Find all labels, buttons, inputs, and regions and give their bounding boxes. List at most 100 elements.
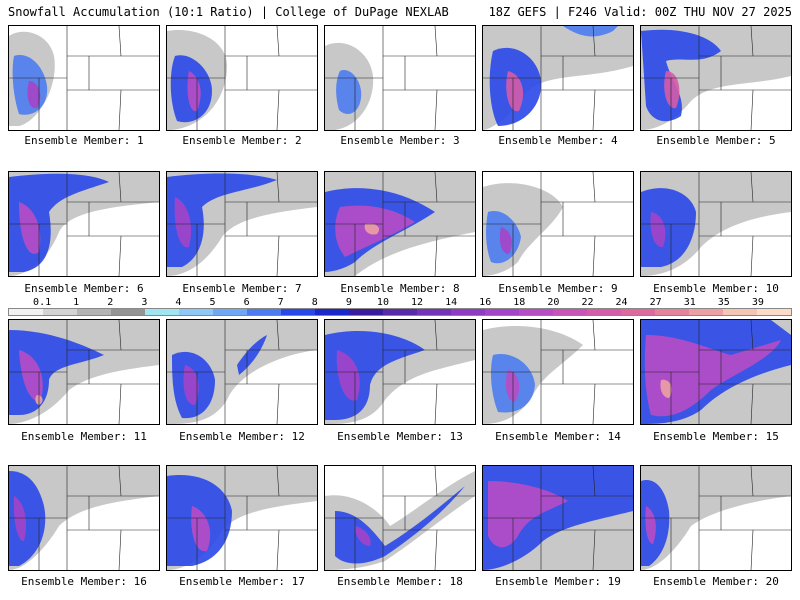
state-border bbox=[750, 235, 754, 276]
snowfall-map-svg bbox=[483, 26, 633, 130]
snowfall-shading bbox=[191, 506, 211, 552]
snowfall-shading bbox=[641, 188, 696, 267]
state-border bbox=[276, 529, 280, 570]
state-border bbox=[118, 383, 122, 424]
ensemble-member-label: Ensemble Member: 19 bbox=[495, 575, 621, 588]
ensemble-member-label: Ensemble Member: 5 bbox=[656, 134, 776, 147]
ensemble-member-map-4 bbox=[482, 25, 634, 131]
snowfall-shading bbox=[563, 26, 618, 37]
snowfall-map-svg bbox=[641, 466, 791, 570]
colorbar-tick-label: 31 bbox=[683, 297, 696, 308]
ensemble-member-label: Ensemble Member: 7 bbox=[182, 282, 302, 295]
snowfall-map-svg bbox=[9, 26, 159, 130]
ensemble-member-map-19 bbox=[482, 465, 634, 571]
colorbar-swatch bbox=[553, 309, 587, 315]
colorbar-swatch bbox=[417, 309, 451, 315]
snowfall-map-svg bbox=[325, 172, 475, 276]
ensemble-member-label: Ensemble Member: 11 bbox=[21, 430, 147, 443]
colorbar-swatch bbox=[179, 309, 213, 315]
state-border bbox=[118, 235, 122, 276]
snowfall-map-svg bbox=[167, 26, 317, 130]
snowfall-shading bbox=[641, 466, 791, 570]
ensemble-member-label: Ensemble Member: 10 bbox=[653, 282, 779, 295]
ensemble-member-label: Ensemble Member: 2 bbox=[182, 134, 302, 147]
ensemble-member-label: Ensemble Member: 4 bbox=[498, 134, 618, 147]
ensemble-member-label: Ensemble Member: 16 bbox=[21, 575, 147, 588]
ensemble-member-label: Ensemble Member: 12 bbox=[179, 430, 305, 443]
colorbar-tick-label: 2 bbox=[107, 297, 114, 308]
snowfall-shading bbox=[9, 471, 46, 566]
state-border bbox=[750, 26, 754, 57]
ensemble-member-map-16 bbox=[8, 465, 160, 571]
colorbar-tick-label: 27 bbox=[649, 297, 662, 308]
state-border bbox=[750, 172, 754, 203]
ensemble-member-map-20 bbox=[640, 465, 792, 571]
state-border bbox=[434, 466, 438, 497]
ensemble-member-map-9 bbox=[482, 171, 634, 277]
ensemble-member-map-5 bbox=[640, 25, 792, 131]
colorbar-tick-label: 18 bbox=[513, 297, 526, 308]
snowfall-shading bbox=[237, 335, 267, 375]
ensemble-member-label: Ensemble Member: 9 bbox=[498, 282, 618, 295]
state-border bbox=[434, 26, 438, 57]
colorbar-swatch bbox=[349, 309, 383, 315]
colorbar-swatch bbox=[145, 309, 179, 315]
ensemble-member-map-3 bbox=[324, 25, 476, 131]
snowfall-shading bbox=[488, 481, 568, 548]
state-border bbox=[276, 172, 280, 203]
colorbar-tick-label: 8 bbox=[311, 297, 318, 308]
colorbar-tick-label: 6 bbox=[243, 297, 250, 308]
ensemble-member-label: Ensemble Member: 13 bbox=[337, 430, 463, 443]
colorbar-swatch bbox=[315, 309, 349, 315]
colorbar-swatch bbox=[281, 309, 315, 315]
state-border bbox=[434, 235, 438, 276]
colorbar-swatch bbox=[723, 309, 757, 315]
state-border bbox=[118, 89, 122, 130]
ensemble-member-map-13 bbox=[324, 319, 476, 425]
colorbar-tick-label: 7 bbox=[277, 297, 284, 308]
colorbar-swatch bbox=[213, 309, 247, 315]
snowfall-shading bbox=[505, 370, 520, 402]
state-border bbox=[750, 320, 754, 351]
ensemble-member-label: Ensemble Member: 20 bbox=[653, 575, 779, 588]
colorbar-swatch bbox=[757, 309, 791, 315]
snowfall-map-svg bbox=[483, 320, 633, 424]
snowfall-shading bbox=[187, 71, 201, 112]
snowfall-shading bbox=[9, 466, 159, 570]
snowfall-shading bbox=[183, 365, 199, 406]
state-border bbox=[434, 89, 438, 130]
snowfall-shading bbox=[355, 526, 371, 546]
colorbar-swatch bbox=[9, 309, 43, 315]
snowfall-shading bbox=[364, 223, 380, 235]
colorbar-swatch bbox=[519, 309, 553, 315]
snowfall-shading bbox=[660, 379, 672, 398]
snowfall-map-svg bbox=[641, 26, 791, 130]
colorbar-tick-label: 12 bbox=[411, 297, 424, 308]
state-border bbox=[276, 235, 280, 276]
ensemble-member-label: Ensemble Member: 3 bbox=[340, 134, 460, 147]
snowfall-shading bbox=[336, 350, 360, 401]
colorbar-swatch bbox=[451, 309, 485, 315]
colorbar-tick-label: 9 bbox=[345, 297, 352, 308]
state-border bbox=[276, 383, 280, 424]
colorbar-swatch bbox=[111, 309, 145, 315]
state-border bbox=[276, 320, 280, 351]
snowfall-map-svg bbox=[641, 320, 791, 424]
page-title: Snowfall Accumulation (10:1 Ratio) | Col… bbox=[8, 5, 449, 19]
ensemble-member-map-14 bbox=[482, 319, 634, 425]
colorbar-tick-label: 4 bbox=[175, 297, 182, 308]
colorbar-tick-label: 5 bbox=[209, 297, 216, 308]
state-border bbox=[118, 529, 122, 570]
state-border bbox=[592, 529, 596, 570]
snowfall-shading bbox=[167, 173, 277, 267]
snowfall-shading bbox=[19, 202, 41, 254]
ensemble-member-map-8 bbox=[324, 171, 476, 277]
ensemble-member-label: Ensemble Member: 8 bbox=[340, 282, 460, 295]
ensemble-member-label: Ensemble Member: 18 bbox=[337, 575, 463, 588]
ensemble-member-map-11 bbox=[8, 319, 160, 425]
state-border bbox=[118, 466, 122, 497]
snowfall-shading bbox=[506, 71, 524, 112]
snowfall-map-svg bbox=[325, 26, 475, 130]
snowfall-map-svg bbox=[325, 320, 475, 424]
snowfall-shading bbox=[27, 81, 41, 109]
